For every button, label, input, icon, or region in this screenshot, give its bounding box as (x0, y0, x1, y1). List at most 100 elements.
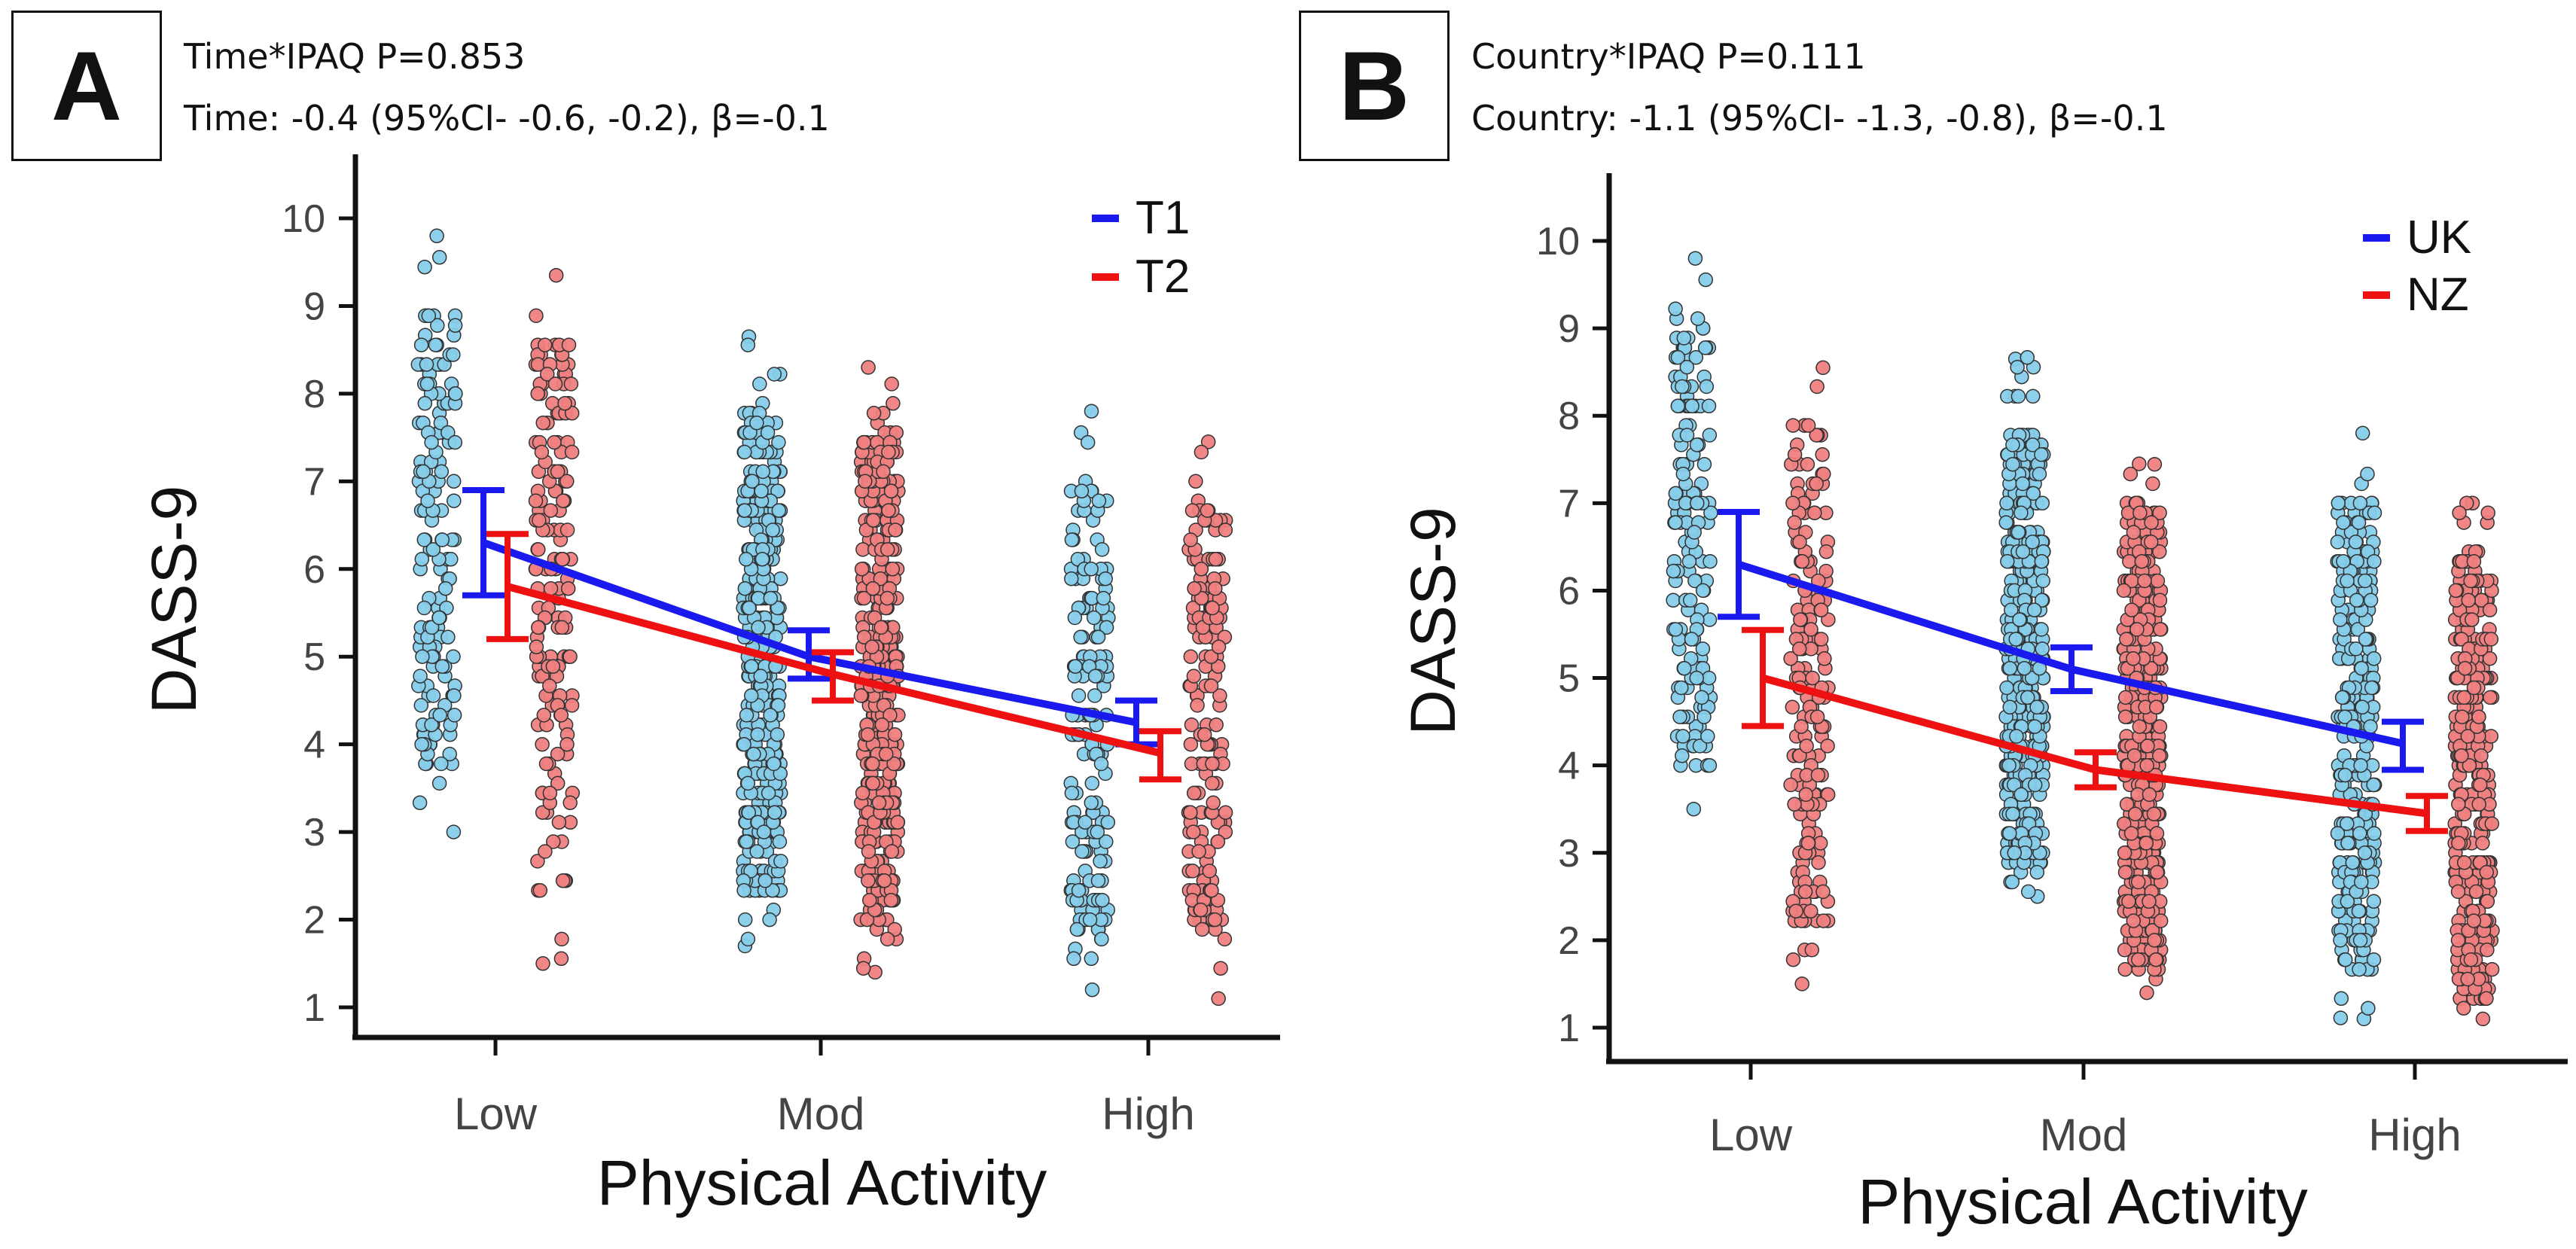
scatter-point (424, 717, 439, 733)
scatter-point (2483, 729, 2499, 744)
scatter-point (1668, 301, 1683, 317)
scatter-point (751, 620, 766, 635)
scatter-point (1686, 801, 1702, 817)
scatter-point (538, 756, 554, 772)
scatter-point (1668, 622, 1684, 637)
scatter-point (430, 318, 445, 334)
scatter-point (1208, 580, 1223, 596)
scatter-point (2330, 535, 2346, 550)
scatter-point (1668, 486, 1684, 501)
scatter-point (561, 337, 577, 352)
interaction-annotation: Time*IPAQ P=0.853 (184, 36, 525, 77)
scatter-point (446, 824, 462, 839)
scatter-point (855, 785, 870, 801)
scatter-point (2352, 826, 2367, 841)
scatter-point (562, 649, 578, 664)
scatter-point (758, 873, 773, 888)
scatter-point (2460, 971, 2475, 987)
scatter-point (2348, 535, 2364, 550)
scatter-point (1207, 912, 1223, 928)
scatter-point (1064, 785, 1080, 801)
scatter-point (537, 337, 553, 352)
scatter-point (559, 736, 575, 752)
scatter-point (2367, 826, 2382, 841)
y-tick-label: 4 (1558, 745, 1580, 788)
y-tick-label: 9 (303, 285, 325, 328)
scatter-point (865, 756, 880, 772)
scatter-point (2010, 359, 2025, 375)
scatter-point (1999, 495, 2014, 511)
scatter-point (2121, 894, 2136, 909)
scatter-point (2132, 505, 2148, 520)
scatter-point (2345, 854, 2361, 870)
scatter-point (554, 931, 569, 947)
scatter-point (1186, 824, 1201, 839)
legend-label: T1 (1136, 192, 1190, 244)
scatter-point (543, 503, 559, 518)
scatter-point (1677, 660, 1692, 676)
scatter-point (2025, 535, 2040, 550)
scatter-point (1813, 602, 1829, 617)
scatter-point (2006, 777, 2022, 793)
scatter-point (1804, 943, 1820, 958)
scatter-point (2340, 836, 2355, 851)
scatter-point (1794, 976, 1809, 992)
scatter-point (1200, 434, 1216, 449)
scatter-point (447, 688, 462, 703)
scatter-point (2151, 748, 2167, 763)
scatter-point (1694, 690, 1709, 705)
scatter-point (1785, 418, 1800, 433)
scatter-point (2334, 991, 2349, 1007)
scatter-point (2459, 495, 2474, 511)
scatter-point (1184, 503, 1200, 518)
scatter-point (1787, 797, 1802, 812)
x-axis-label: Physical Activity (1858, 1166, 2308, 1237)
scatter-point (1687, 573, 1703, 589)
scatter-point (535, 805, 550, 820)
scatter-point (429, 228, 444, 244)
scatter-point (1185, 864, 1200, 879)
y-axis-label: DASS-9 (1398, 507, 1468, 735)
scatter-point (425, 688, 441, 703)
y-tick-label: 8 (1558, 395, 1580, 438)
scatter-point (1679, 428, 1695, 443)
scatter-point (2366, 894, 2382, 909)
scatter-point (2358, 573, 2373, 589)
scatter-point (879, 542, 895, 557)
scatter-point (2148, 952, 2163, 967)
scatter-point (1213, 961, 1228, 976)
scatter-point (1681, 553, 1697, 569)
scatter-point (2139, 836, 2154, 851)
scatter-point (1817, 651, 1832, 666)
scatter-point (2126, 913, 2142, 928)
scatter-point (434, 464, 450, 480)
scatter-point (737, 503, 752, 518)
scatter-point (2020, 350, 2035, 365)
legend-label: UK (2407, 212, 2471, 264)
scatter-point (1093, 854, 1108, 869)
scatter-point (2337, 767, 2353, 783)
scatter-point (420, 493, 435, 508)
scatter-point (854, 562, 870, 577)
scatter-point (554, 620, 570, 635)
y-tick-label: 7 (1558, 482, 1580, 525)
scatter-point (737, 444, 752, 460)
scatter-point (2333, 933, 2348, 948)
scatter-point (550, 464, 566, 480)
scatter-point (1205, 756, 1220, 772)
scatter-point (2456, 854, 2472, 870)
x-tick-label: Low (454, 1089, 538, 1139)
scatter-point (1094, 931, 1109, 947)
scatter-point (2366, 651, 2382, 666)
scatter-point (750, 727, 765, 742)
panel-letter-box: B (1299, 11, 1450, 161)
scatter-point (1675, 748, 1690, 763)
y-tick-label: 7 (303, 460, 325, 504)
scatter-point (2131, 952, 2146, 967)
scatter-point (540, 367, 555, 382)
scatter-point (874, 717, 890, 733)
scatter-point (883, 483, 899, 499)
scatter-point (2333, 1010, 2349, 1025)
scatter-point (1815, 913, 1831, 928)
scatter-point (425, 542, 441, 557)
